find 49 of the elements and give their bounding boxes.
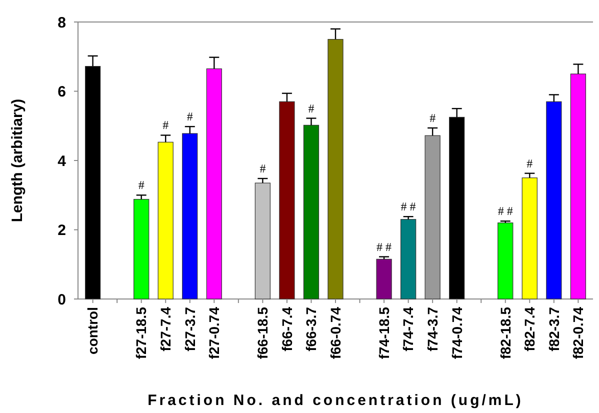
- x-tick-label: f66-7.4: [278, 306, 295, 352]
- x-tick-label: f82-0.74: [570, 306, 586, 360]
- bar: [522, 178, 538, 300]
- bar: [206, 68, 222, 300]
- annotation: #: [186, 110, 193, 124]
- y-tick-label: 2: [58, 222, 66, 239]
- bar: [158, 142, 174, 300]
- x-tick-label: f74-3.7: [424, 306, 440, 352]
- y-tick-label: 4: [58, 152, 67, 170]
- x-tick-label: f74-0.74: [448, 306, 465, 360]
- x-tick-label: f27-0.74: [206, 306, 222, 360]
- annotation: #: [138, 178, 144, 192]
- x-tick-label: f27-18.5: [133, 306, 150, 360]
- bar: [424, 135, 440, 300]
- y-tick-label: 8: [58, 14, 66, 32]
- annotation: #: [162, 118, 169, 132]
- annotation: #: [430, 110, 436, 125]
- x-axis-title: Fraction No. and concentration (ug/mL): [148, 392, 524, 409]
- annotation: #: [308, 101, 314, 116]
- x-tick-label: f74-7.4: [400, 306, 416, 352]
- y-tick-label: 0: [58, 291, 66, 308]
- bar: [376, 258, 392, 300]
- bar: [498, 222, 514, 300]
- annotation: #: [526, 156, 533, 170]
- bar: [279, 101, 295, 300]
- x-tick-label: f66-3.7: [303, 306, 320, 352]
- x-tick-label: f66-0.74: [327, 306, 344, 360]
- y-axis-title: Length (arbitiary): [9, 98, 26, 222]
- x-tick-label: f82-3.7: [546, 306, 562, 352]
- bar: [328, 39, 344, 300]
- y-tick-label: 6: [58, 84, 66, 100]
- bar: [182, 133, 198, 300]
- bar: [546, 101, 562, 300]
- x-tick-label: f82-18.5: [497, 306, 514, 360]
- bar: [134, 198, 150, 300]
- bar: [400, 219, 416, 300]
- annotation: #: [260, 162, 266, 176]
- x-tick-label: f82-7.4: [522, 306, 538, 352]
- x-tick-label: control: [84, 307, 101, 354]
- x-tick-label: f27-7.4: [158, 306, 174, 352]
- annotation: # #: [498, 204, 513, 218]
- annotation: # #: [400, 200, 416, 214]
- annotation: # #: [376, 240, 392, 254]
- bar: [254, 182, 271, 300]
- x-tick-label: f74-18.5: [376, 306, 392, 360]
- x-tick-label: f27-3.7: [182, 306, 198, 352]
- x-tick-label: f66-18.5: [254, 306, 271, 360]
- bar: [570, 74, 586, 300]
- bar: [303, 124, 320, 300]
